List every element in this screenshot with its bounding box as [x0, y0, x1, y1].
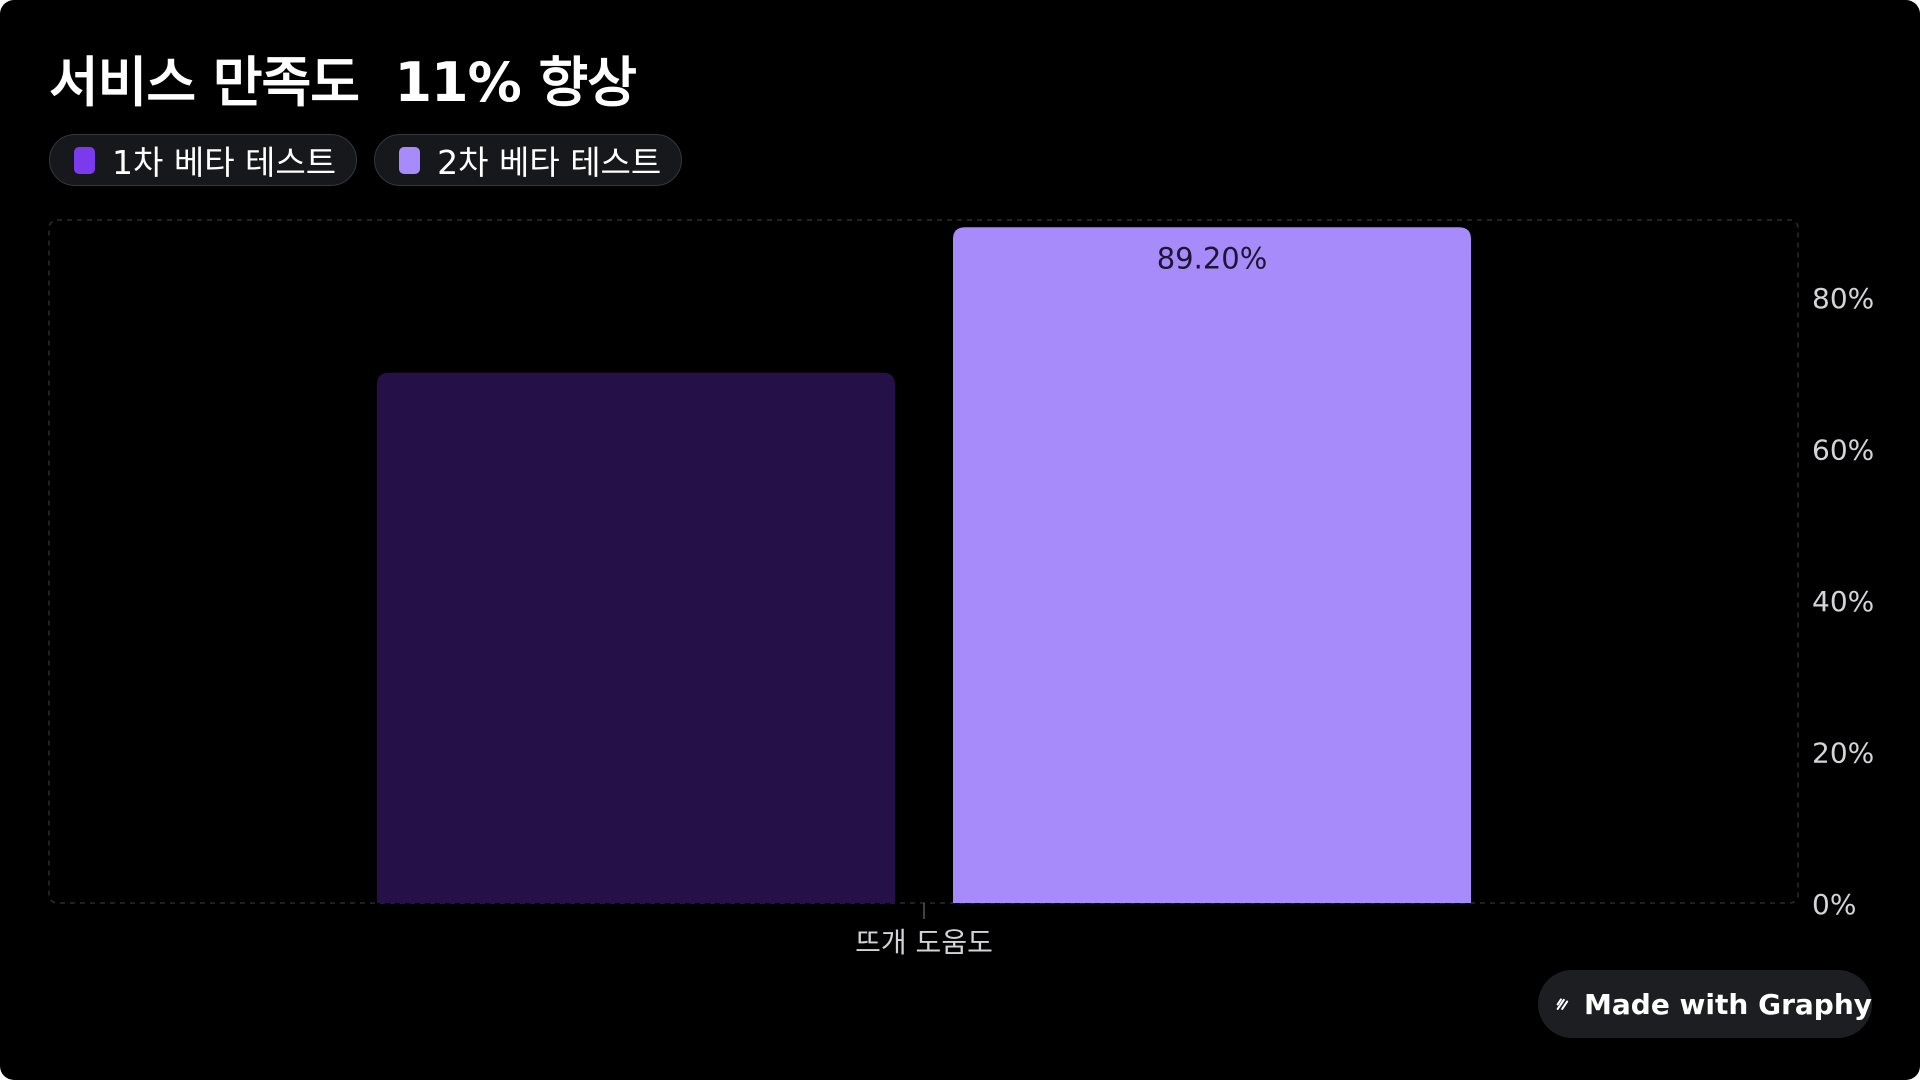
legend-swatch-series-2: [399, 146, 421, 174]
chart-title: 서비스 만족도 11% 향상: [49, 51, 637, 114]
legend-item-series-1[interactable]: 1차 베타 테스트: [49, 134, 358, 186]
legend-label-series-1: 1차 베타 테스트: [112, 143, 337, 182]
legend-swatch-series-1: [74, 146, 95, 174]
bar-1[interactable]: [377, 372, 895, 903]
legend-item-series-2[interactable]: 2차 베타 테스트: [374, 134, 683, 186]
badge-label: Made with Graphy: [1584, 987, 1872, 1021]
y-tick-label: 80%: [1812, 282, 1874, 315]
y-tick-label: 60%: [1812, 434, 1874, 467]
data-label-2: 89.20%: [1157, 241, 1268, 275]
x-tick-label: 뜨개 도움도: [855, 926, 993, 959]
plot-area-frame: [48, 219, 1799, 904]
legend-label-series-2: 2차 베타 테스트: [437, 143, 662, 182]
y-tick-label: 40%: [1812, 585, 1874, 618]
bar-2-foot: [953, 893, 1471, 903]
bar-2[interactable]: [953, 227, 1471, 903]
y-tick-label: 0%: [1812, 888, 1856, 921]
chart-legend: 1차 베타 테스트 2차 베타 테스트: [49, 134, 683, 186]
made-with-graphy-badge[interactable]: Made with Graphy: [1538, 970, 1872, 1038]
y-tick-label: 20%: [1812, 737, 1874, 770]
bar-1-foot: [377, 893, 895, 903]
graphy-logo-icon: [1556, 998, 1569, 1010]
